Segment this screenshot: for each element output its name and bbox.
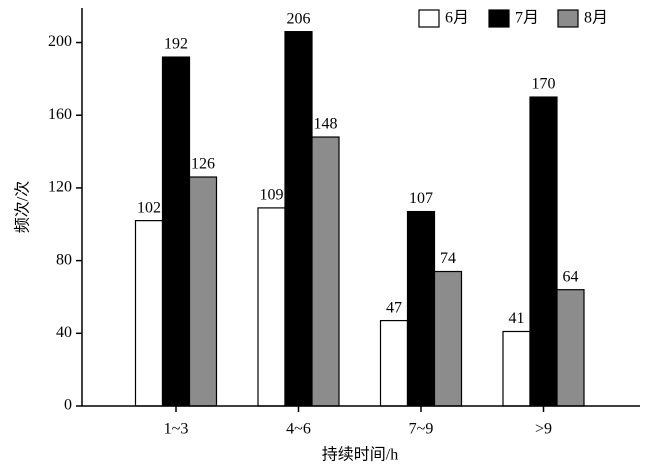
data-label: 47 (386, 299, 402, 316)
x-tick-label: 1~3 (164, 421, 189, 438)
y-tick-label: 0 (64, 397, 72, 414)
data-label: 192 (164, 36, 188, 53)
data-label: 41 (509, 310, 525, 327)
data-label: 206 (287, 10, 311, 27)
y-tick-label: 120 (48, 179, 72, 196)
bar (406, 210, 436, 407)
x-tick-label: 7~9 (409, 421, 434, 438)
data-label: 74 (440, 250, 456, 267)
bar (188, 176, 218, 407)
data-label: 102 (137, 199, 161, 216)
y-tick-label: 40 (56, 324, 72, 341)
bar (529, 96, 558, 407)
y-tick-label: 160 (48, 106, 72, 123)
legend-label: 8月 (584, 10, 608, 27)
data-label: 148 (314, 116, 338, 133)
data-label: 126 (191, 156, 215, 173)
x-tick-label: 4~6 (286, 421, 311, 438)
data-label: 64 (563, 268, 579, 285)
y-tick-label: 80 (56, 251, 72, 268)
x-tick-label: >9 (535, 421, 552, 438)
bar (556, 289, 585, 407)
data-label: 107 (409, 190, 433, 207)
legend-label: 6月 (445, 10, 469, 27)
data-label: 109 (260, 187, 284, 204)
bar (257, 207, 286, 407)
bar (284, 31, 313, 407)
bar (161, 56, 191, 407)
data-label: 170 (532, 76, 556, 93)
x-axis-label: 持续时间/h (322, 446, 398, 464)
bar (379, 319, 409, 407)
bar (134, 220, 164, 407)
legend-swatch (557, 9, 579, 28)
y-tick-label: 200 (48, 33, 72, 50)
bar (433, 270, 463, 407)
bar (311, 136, 340, 407)
bar (502, 330, 531, 407)
y-axis-label: 频次/次 (14, 181, 32, 233)
legend-swatch (488, 9, 510, 28)
legend-swatch (418, 9, 440, 28)
legend-label: 7月 (515, 10, 539, 27)
